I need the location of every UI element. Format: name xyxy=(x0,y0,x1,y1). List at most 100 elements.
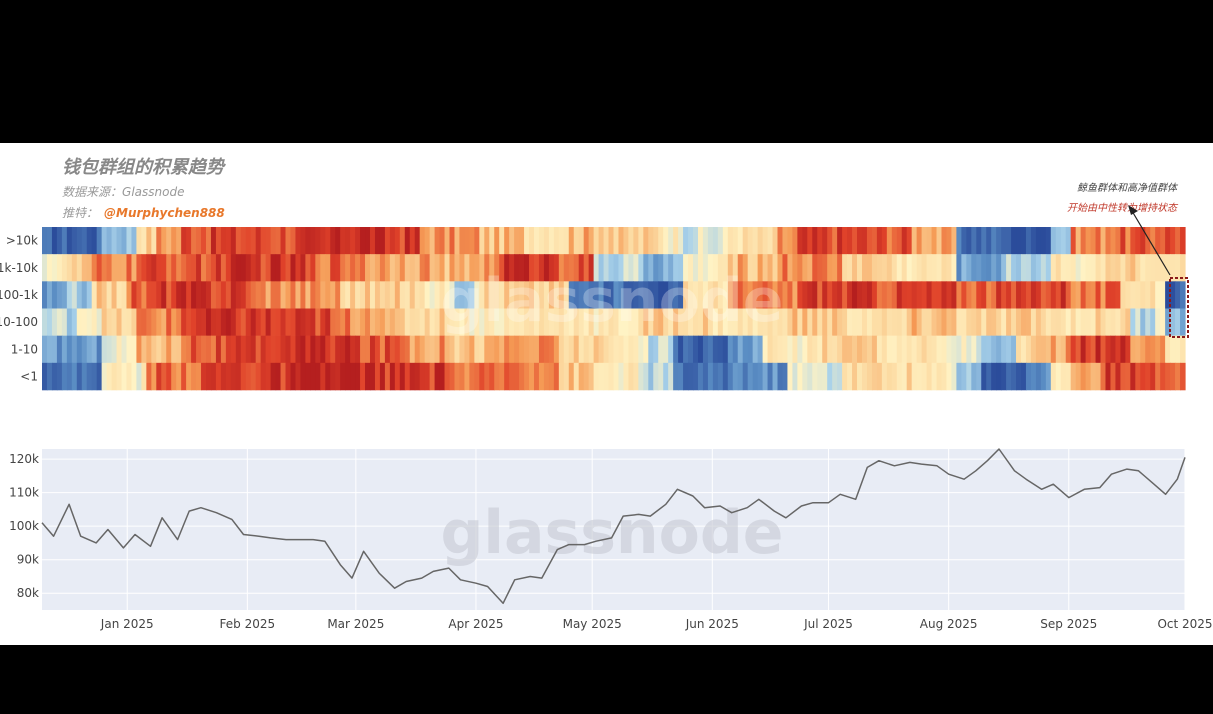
heatmap-cell xyxy=(66,281,73,309)
heatmap-cell xyxy=(628,281,634,309)
heatmap-cell xyxy=(71,254,78,282)
heatmap-cell xyxy=(638,227,644,255)
heatmap-cell xyxy=(389,281,396,309)
heatmap-cell xyxy=(747,281,754,309)
heatmap-cell xyxy=(61,281,68,309)
heatmap-cell xyxy=(1150,281,1156,309)
heatmap-cell xyxy=(161,254,167,282)
heatmap-cell xyxy=(921,335,928,364)
heatmap-cell xyxy=(757,362,764,391)
heatmap-cell xyxy=(156,254,162,282)
heatmap-cell xyxy=(439,254,446,282)
heatmap-cell xyxy=(365,254,371,282)
heatmap-cell xyxy=(330,254,336,282)
heatmap-cell xyxy=(330,281,336,309)
heatmap-cell xyxy=(136,335,142,364)
heatmap-cell xyxy=(181,335,187,364)
heatmap-cell xyxy=(1160,254,1166,282)
heatmap-cell xyxy=(424,362,431,391)
heatmap-cell xyxy=(777,227,784,255)
heatmap-cell xyxy=(673,281,679,309)
heatmap-cell xyxy=(986,308,992,336)
heatmap-cell xyxy=(404,227,411,255)
heatmap-cell xyxy=(439,308,446,336)
heatmap-cell xyxy=(996,281,1002,309)
heatmap-cell xyxy=(429,362,436,391)
heatmap-cell xyxy=(563,362,570,391)
heatmap-cell xyxy=(568,362,575,391)
heatmap-cell xyxy=(56,254,63,282)
heatmap-cell xyxy=(653,335,659,364)
heatmap-cell xyxy=(111,254,118,282)
heatmap-cell xyxy=(315,281,321,309)
heatmap-cell xyxy=(931,335,938,364)
heatmap-cell xyxy=(171,281,177,309)
heatmap-cell xyxy=(315,227,321,255)
heatmap-cell xyxy=(737,254,744,282)
heatmap-cell xyxy=(494,227,500,255)
heatmap-cell xyxy=(171,335,177,364)
heatmap-cell xyxy=(1100,227,1107,255)
heatmap-cell xyxy=(767,335,774,364)
heatmap-cell xyxy=(111,281,118,309)
heatmap-cell xyxy=(871,362,878,391)
heatmap-cell xyxy=(1140,227,1146,255)
heatmap-cell xyxy=(379,254,386,282)
heatmap-cell xyxy=(399,308,406,336)
source-line: 数据来源：Glassnode xyxy=(62,183,184,200)
heatmap-cell xyxy=(315,308,321,336)
heatmap-cell xyxy=(156,227,162,255)
heatmap-cell xyxy=(384,281,391,309)
heatmap-cell xyxy=(1065,335,1072,364)
heatmap-cell xyxy=(230,335,237,364)
heatmap-cell xyxy=(1170,308,1176,336)
heatmap-cell xyxy=(593,254,600,282)
heatmap-cell xyxy=(56,362,63,391)
heatmap-cell xyxy=(762,227,769,255)
heatmap-cell xyxy=(807,362,813,391)
heatmap-cell xyxy=(1030,335,1037,364)
heatmap-cell xyxy=(782,281,789,309)
heatmap-cell xyxy=(772,335,779,364)
heatmap-cell xyxy=(648,362,654,391)
heatmap-cell xyxy=(1175,254,1181,282)
heatmap-cell xyxy=(116,254,123,282)
heatmap-cell xyxy=(121,254,128,282)
heatmap-cell xyxy=(618,362,625,391)
heatmap-cell xyxy=(683,281,689,309)
heatmap-cell xyxy=(225,281,232,309)
heatmap-cell xyxy=(414,335,421,364)
heatmap-cell xyxy=(1120,281,1126,309)
heatmap-cell xyxy=(688,254,694,282)
heatmap-cell xyxy=(553,254,560,282)
heatmap-cell xyxy=(444,227,451,255)
heatmap-cell xyxy=(161,335,167,364)
heatmap-cell xyxy=(469,227,475,255)
heatmap-cell xyxy=(588,335,595,364)
heatmap-cell xyxy=(404,308,411,336)
heatmap-cell xyxy=(494,254,500,282)
annotation-line-1: 鲸鱼群体和高净值群体 xyxy=(1077,183,1177,194)
heatmap-cell xyxy=(1050,254,1057,282)
heatmap-cell xyxy=(310,335,316,364)
heatmap-cell xyxy=(409,254,416,282)
heatmap-cell xyxy=(837,254,843,282)
heatmap-cell xyxy=(151,362,157,391)
heatmap-cell xyxy=(608,335,615,364)
heatmap-cell xyxy=(1060,254,1067,282)
heatmap-cell xyxy=(340,362,346,391)
heatmap-cell xyxy=(697,362,704,391)
heatmap-cell xyxy=(688,227,694,255)
heatmap-cell xyxy=(678,281,684,309)
heatmap-cell xyxy=(1105,281,1112,309)
heatmap-cell xyxy=(220,335,227,364)
heatmap-cell xyxy=(141,254,147,282)
heatmap-cell xyxy=(941,362,948,391)
heatmap-cell xyxy=(280,254,287,282)
heatmap-cell xyxy=(588,308,595,336)
heatmap-cell xyxy=(215,281,222,309)
heatmap-cell xyxy=(822,254,828,282)
heatmap-cell xyxy=(235,281,242,309)
heatmap-cell xyxy=(1050,281,1057,309)
heatmap-cell xyxy=(350,254,356,282)
